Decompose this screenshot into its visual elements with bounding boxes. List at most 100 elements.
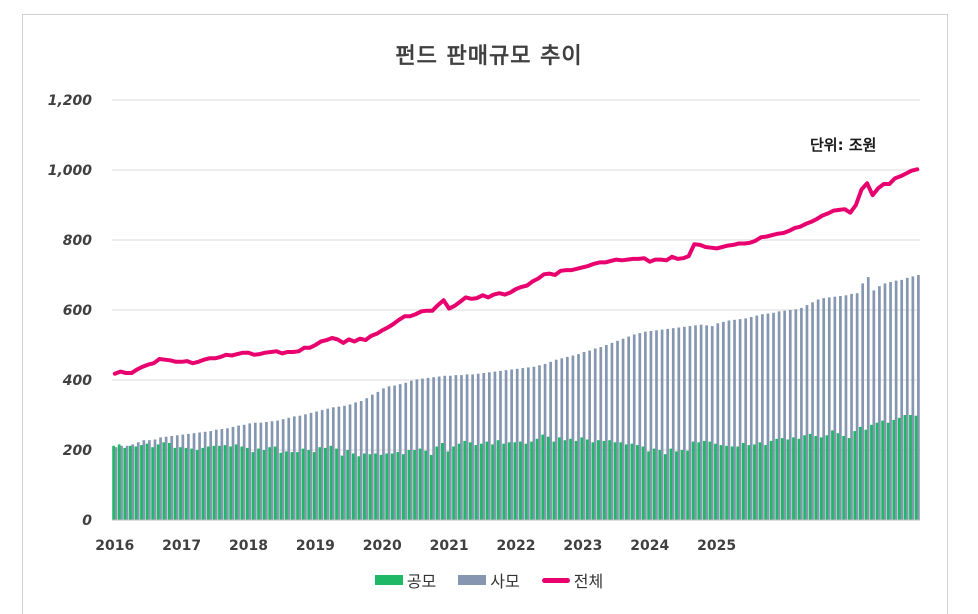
- bar-private: [376, 391, 380, 520]
- bar-private: [448, 375, 452, 520]
- bar-private: [549, 361, 552, 520]
- bar-public: [597, 440, 600, 520]
- bar-private: [136, 442, 140, 520]
- bar-private: [749, 317, 753, 520]
- bar-private: [343, 405, 346, 520]
- bar-private: [454, 375, 458, 520]
- bar-private: [577, 354, 580, 520]
- bar-private: [237, 425, 240, 520]
- bar-public: [223, 445, 227, 520]
- bar-private: [705, 325, 709, 520]
- bar-public: [307, 450, 310, 520]
- bar-private: [415, 379, 419, 520]
- bar-public: [368, 454, 372, 520]
- y-tick-label: 600: [63, 303, 92, 319]
- bar-public: [585, 439, 589, 520]
- bar-private: [610, 342, 614, 520]
- bar-public: [819, 437, 823, 520]
- bar-private: [593, 348, 597, 520]
- bar-public: [708, 441, 712, 520]
- bar-public: [569, 438, 572, 520]
- bar-public: [390, 453, 394, 520]
- bar-public: [691, 441, 695, 520]
- bar-private: [482, 373, 486, 520]
- bar-public: [613, 442, 617, 520]
- bar-public: [117, 444, 121, 520]
- bar-public: [725, 445, 728, 520]
- bar-private: [426, 377, 430, 520]
- bar-private: [404, 382, 408, 520]
- legend-item-total[interactable]: 전체: [541, 568, 603, 592]
- bar-public: [886, 422, 890, 520]
- bar-private: [209, 431, 213, 520]
- bar-private: [304, 414, 307, 520]
- bar-private: [694, 325, 697, 520]
- bar-public: [363, 453, 366, 520]
- bar-public: [407, 450, 411, 520]
- bar-private: [538, 365, 541, 520]
- bar-public: [284, 451, 288, 520]
- bar-private: [214, 429, 218, 520]
- bar-public: [301, 448, 305, 520]
- bar-public: [602, 440, 606, 520]
- legend-item-private[interactable]: 사모: [458, 568, 520, 592]
- bar-public: [847, 438, 851, 520]
- bar-private: [220, 429, 224, 520]
- bar-private: [727, 320, 731, 520]
- bar-public: [825, 435, 829, 520]
- bar-private: [131, 444, 135, 520]
- bar-public: [736, 446, 740, 520]
- bar-private: [331, 407, 335, 520]
- bar-private: [883, 283, 887, 520]
- bar-public: [775, 438, 779, 520]
- bar-private: [605, 345, 608, 520]
- bar-public: [507, 442, 511, 520]
- bar-public: [647, 451, 650, 520]
- legend-label-private: 사모: [490, 572, 520, 591]
- bar-public: [552, 441, 556, 520]
- bar-private: [733, 319, 736, 520]
- bar-private: [170, 436, 174, 520]
- y-tick-label: 1,200: [48, 93, 93, 109]
- bar-public: [714, 443, 717, 520]
- bar-public: [396, 452, 400, 520]
- bar-private: [421, 378, 424, 520]
- bar-public: [268, 447, 271, 520]
- bar-private: [476, 373, 480, 520]
- legend-item-public[interactable]: 공모: [374, 568, 436, 592]
- bar-private: [571, 355, 575, 520]
- chart-title: 펀드 판매규모 추이: [395, 44, 583, 69]
- bar-private: [811, 302, 814, 520]
- bar-private: [866, 277, 870, 520]
- bar-private: [181, 434, 185, 520]
- bar-private: [443, 375, 447, 520]
- y-tick-label: 1,000: [48, 163, 93, 179]
- bar-public: [290, 452, 294, 520]
- bar-public: [658, 450, 662, 520]
- bar-public: [145, 443, 149, 520]
- bar-public: [897, 417, 901, 520]
- bar-public: [758, 442, 762, 520]
- bar-public: [385, 453, 388, 520]
- bar-private: [382, 388, 385, 520]
- bar-public: [257, 448, 260, 520]
- bar-public: [318, 447, 322, 520]
- bar-private: [738, 319, 742, 520]
- bar-private: [772, 312, 775, 520]
- bar-private: [905, 277, 909, 520]
- bar-public: [112, 445, 115, 520]
- bar-private: [532, 366, 536, 520]
- bar-private: [114, 447, 118, 520]
- bar-private: [716, 323, 720, 520]
- bar-public: [686, 450, 689, 520]
- bar-private: [354, 402, 357, 520]
- bar-public: [151, 447, 154, 520]
- bar-public: [808, 433, 812, 520]
- bar-private: [588, 350, 591, 520]
- bar-private: [850, 293, 853, 520]
- bar-private: [816, 299, 820, 520]
- bar-public: [546, 436, 550, 520]
- bar-private: [270, 421, 274, 520]
- bar-public: [123, 447, 127, 520]
- bar-public: [535, 438, 539, 520]
